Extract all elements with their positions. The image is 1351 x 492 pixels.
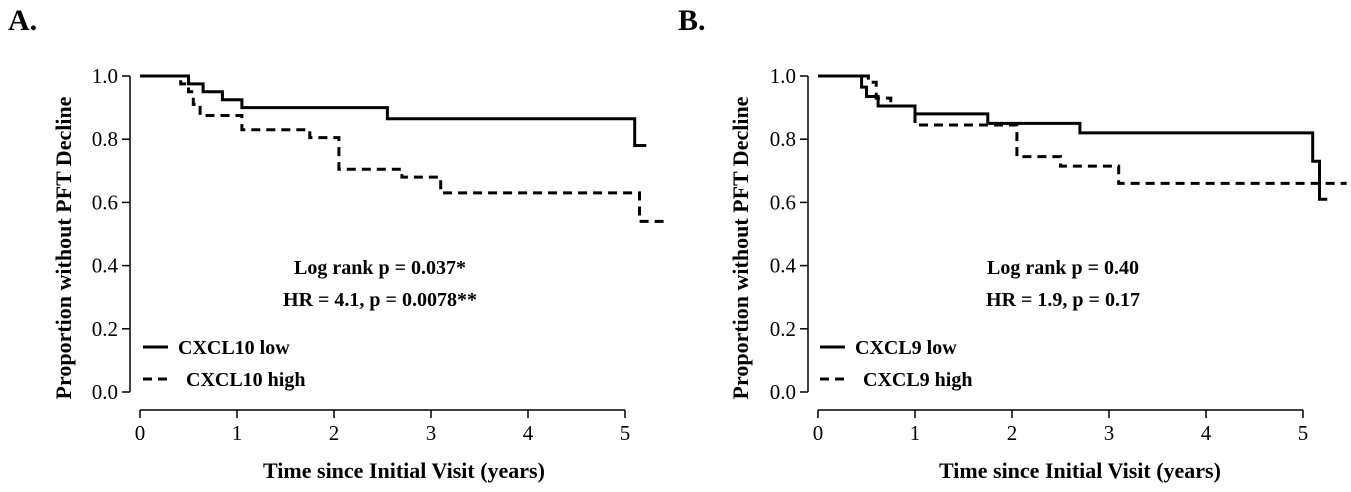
hazard-ratio-annotation: HR = 4.1, p = 0.0078** <box>283 289 477 311</box>
series-line-cxcl9-low <box>818 74 1328 201</box>
x-tick-label: 0 <box>813 421 824 445</box>
log-rank-annotation: Log rank p = 0.037* <box>294 257 466 279</box>
series-line-cxcl10-low <box>140 74 647 147</box>
x-tick-label: 4 <box>523 421 534 445</box>
y-tick-label: 1.0 <box>770 64 796 88</box>
legend-label: CXCL9 low <box>855 337 957 359</box>
x-tick-label: 2 <box>329 421 340 445</box>
x-tick-label: 3 <box>1104 421 1115 445</box>
x-axis-title: Time since Initial Visit (years) <box>263 458 545 483</box>
x-tick-label: 1 <box>232 421 243 445</box>
series-line-cxcl10-high <box>140 74 669 223</box>
legend-label: CXCL9 high <box>863 369 972 391</box>
y-tick-label: 1.0 <box>92 64 118 88</box>
y-axis-title: Proportion without PFT Decline <box>51 96 76 399</box>
hazard-ratio-annotation: HR = 1.9, p = 0.17 <box>986 289 1140 311</box>
legend-label: CXCL10 high <box>186 369 305 391</box>
log-rank-annotation: Log rank p = 0.40 <box>987 257 1139 279</box>
x-tick-label: 1 <box>910 421 921 445</box>
x-tick-label: 0 <box>135 421 146 445</box>
x-tick-label: 5 <box>620 421 631 445</box>
y-tick-label: 0.4 <box>92 254 119 278</box>
x-tick-label: 4 <box>1201 421 1212 445</box>
x-tick-label: 2 <box>1007 421 1018 445</box>
y-tick-label: 0.6 <box>770 190 796 214</box>
y-axis-title: Proportion without PFT Decline <box>728 96 753 399</box>
y-tick-label: 0.8 <box>92 127 118 151</box>
x-tick-label: 3 <box>426 421 437 445</box>
y-tick-label: 0.0 <box>770 380 796 404</box>
legend-label: CXCL10 low <box>178 337 290 359</box>
panel-label: A. <box>8 4 37 37</box>
x-axis-title: Time since Initial Visit (years) <box>939 458 1221 483</box>
y-tick-label: 0.8 <box>770 127 796 151</box>
x-tick-label: 5 <box>1298 421 1309 445</box>
y-tick-label: 0.0 <box>92 380 118 404</box>
series-line-cxcl9-high <box>818 74 1347 185</box>
panel-label: B. <box>678 4 706 37</box>
y-tick-label: 0.2 <box>92 317 118 341</box>
y-tick-label: 0.6 <box>92 190 118 214</box>
y-tick-label: 0.2 <box>770 317 796 341</box>
y-tick-label: 0.4 <box>770 254 797 278</box>
